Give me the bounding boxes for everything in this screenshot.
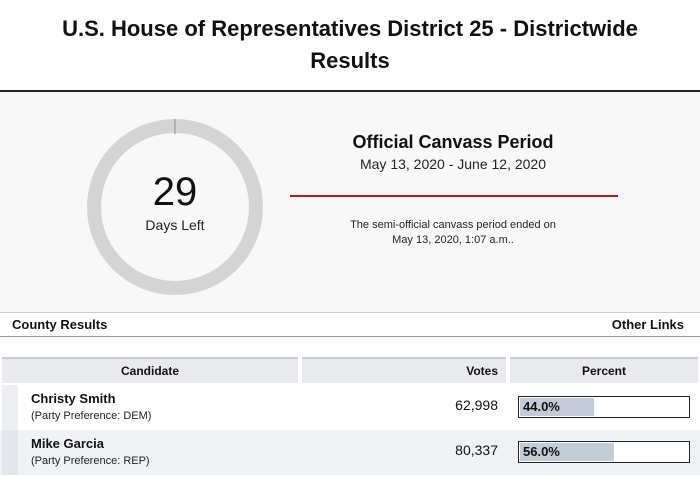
percent-label: 44.0%	[523, 399, 560, 414]
candidate-votes: 62,998	[455, 397, 498, 413]
candidate-name: Mike Garcia	[31, 436, 104, 451]
page-title: U.S. House of Representatives District 2…	[62, 16, 638, 73]
results-table: Candidate Votes Percent Christy Smith (P…	[0, 357, 700, 475]
column-header-votes: Votes	[302, 357, 506, 383]
percent-label: 56.0%	[523, 444, 560, 459]
column-header-percent: Percent	[510, 357, 698, 383]
percent-bar-fill	[520, 443, 614, 461]
candidate-party: (Party Preference: DEM)	[31, 410, 152, 422]
canvass-panel: 29 Days Left Official Canvass Period May…	[0, 92, 700, 312]
row-gutter	[2, 430, 18, 475]
days-left-ring: 29 Days Left	[86, 118, 264, 296]
canvass-divider	[290, 195, 618, 197]
percent-bar: 44.0%	[518, 396, 690, 418]
results-header-row: Candidate Votes Percent	[0, 357, 700, 385]
page-header: U.S. House of Representatives District 2…	[0, 0, 700, 92]
percent-bar-fill	[520, 398, 594, 416]
canvass-period-dates: May 13, 2020 - June 12, 2020	[359, 156, 547, 172]
county-results-link[interactable]: County Results	[12, 317, 108, 332]
canvass-note: The semi-official canvass period ended o…	[350, 219, 556, 246]
percent-bar: 56.0%	[518, 441, 690, 463]
canvass-period-title: Official Canvass Period	[352, 132, 554, 152]
table-row: Mike Garcia (Party Preference: REP) 80,3…	[0, 430, 700, 475]
column-header-candidate: Candidate	[2, 357, 298, 383]
other-links-link[interactable]: Other Links	[611, 317, 684, 332]
ring-graphic	[87, 119, 263, 295]
days-left-label: Days Left	[145, 217, 205, 233]
table-row: Christy Smith (Party Preference: DEM) 62…	[0, 385, 700, 430]
candidate-name: Christy Smith	[31, 391, 116, 406]
row-gutter	[2, 385, 18, 430]
days-left-number: 29	[152, 170, 198, 214]
link-bar: County Results Other Links	[0, 312, 700, 337]
candidate-party: (Party Preference: REP)	[31, 455, 150, 467]
candidate-votes: 80,337	[455, 442, 498, 458]
